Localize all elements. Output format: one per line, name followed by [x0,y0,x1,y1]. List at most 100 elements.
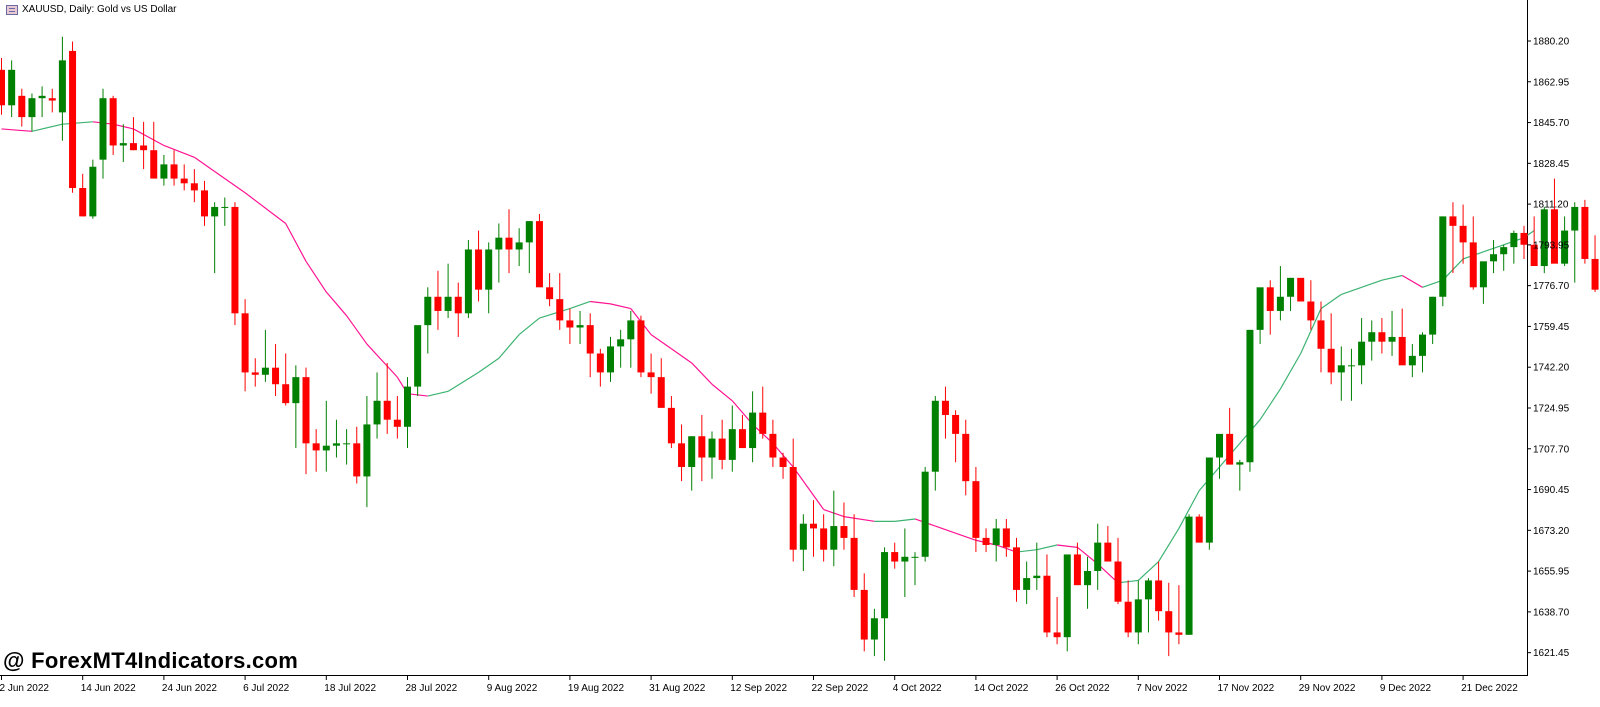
bull-candle [28,98,36,118]
time-tick-label: 21 Dec 2022 [1461,683,1518,694]
bear-candle [1449,216,1457,226]
bull-candle [688,436,696,467]
bull-candle [1216,433,1223,458]
bear-candle [1002,528,1010,548]
bull-candle [1063,554,1071,638]
candlestick-series [0,36,1599,661]
ma-segment [498,334,520,359]
bear-candle [637,320,645,373]
bear-candle [170,164,178,179]
bear-candle [1073,554,1081,586]
ma-segment [711,383,733,402]
bear-candle [434,296,442,311]
ma-segment [539,308,571,319]
bear-candle [1317,320,1325,349]
bull-candle [211,206,219,217]
bear-candle [1307,301,1315,321]
time-tick-label: 14 Oct 2022 [974,683,1029,694]
bull-candle [901,556,909,562]
bear-candle [353,443,361,477]
symbol-title: XAUUSD, Daily: Gold vs US Dollar [22,4,177,15]
ma-segment [1320,293,1342,310]
bull-candle [119,143,127,146]
bull-candle [576,325,584,328]
bull-candle [1439,216,1447,297]
ma-segment [163,144,195,158]
bull-candle [1033,575,1041,579]
bull-candle [99,98,107,160]
bull-candle [525,221,533,243]
bull-candle [1510,232,1518,248]
bull-candle [728,429,736,460]
bull-candle [881,552,889,619]
bear-candle [190,183,198,191]
bear-candle [779,457,787,467]
bull-candle [373,400,381,425]
ma-segment [894,518,916,522]
bear-candle [140,145,148,151]
price-axis: 1880.20 1862.95 1845.70 1828.45 1811.20 1793.… [1527,36,1570,659]
ma-segment [1036,544,1058,551]
ma-segment [133,128,165,147]
ma-segment [285,223,307,262]
ma-segment [214,170,246,194]
bear-candle [1591,258,1599,290]
bull-candle [992,528,1000,545]
ma-segment [671,348,693,364]
ma-segment [1259,388,1281,421]
bull-candle [1236,462,1244,465]
bear-candle [475,249,483,290]
bull-candle [485,249,493,290]
bear-candle [1266,287,1274,311]
bear-candle [1155,580,1163,612]
bull-candle [830,526,838,550]
ma-segment [792,466,825,510]
chart-title: XAUUSD, Daily: Gold vs US Dollar [6,4,176,15]
bull-candle [1347,365,1355,367]
bull-candle [1408,355,1416,366]
time-tick-label: 4 Oct 2022 [893,683,942,694]
bear-candle [891,552,899,562]
bull-candle [1134,599,1142,633]
bear-candle [941,400,949,415]
bear-candle [1581,206,1589,259]
bear-candle [302,377,310,444]
bear-candle [1195,516,1203,543]
bear-candle [556,299,564,321]
time-tick-label: 28 Jul 2022 [406,683,458,694]
price-tick-label: 1690.45 [1533,485,1570,496]
bear-candle [1124,601,1132,633]
ma-segment [1401,274,1423,288]
bull-candle [1429,296,1437,335]
ma-segment [1,128,32,132]
time-tick-label: 6 Jul 2022 [243,683,290,694]
bull-candle [1419,334,1426,356]
bull-candle [1571,206,1579,231]
bear-candle [109,98,117,146]
bull-candle [617,339,625,347]
bear-candle [180,178,188,184]
time-tick-label: 29 Nov 2022 [1299,683,1356,694]
price-tick-label: 1862.95 [1533,77,1570,88]
bear-candle [962,433,970,482]
bear-candle [759,412,767,434]
bear-candle [1520,232,1528,245]
bear-candle [1327,348,1335,373]
bear-candle [454,296,462,314]
ma-segment [427,390,449,397]
time-tick-label: 26 Oct 2022 [1055,683,1110,694]
ma-segment [1158,528,1180,562]
bull-candle [322,445,330,451]
ma-segment [610,303,631,310]
bear-candle [1165,611,1173,633]
bull-candle [1540,209,1548,267]
bull-candle [911,556,919,558]
time-tick-label: 22 Sep 2022 [812,683,869,694]
bear-candle [48,98,56,101]
bear-candle [850,537,858,590]
bear-candle [546,287,554,300]
bull-candle [1490,254,1498,262]
bear-candle [952,414,960,434]
